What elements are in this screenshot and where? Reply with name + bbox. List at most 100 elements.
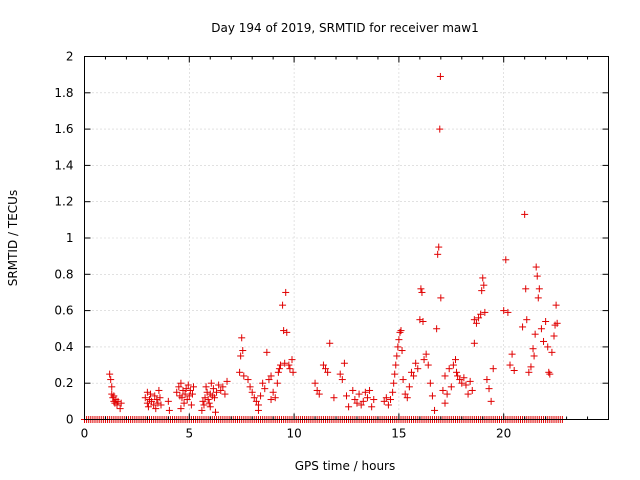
data-point [532,263,540,271]
data-point [437,294,445,302]
data-point [418,288,426,296]
data-point [267,396,275,404]
data-point [460,374,468,382]
data-point [246,383,254,391]
data-point [267,372,275,380]
data-point [485,385,493,393]
data-point [527,363,535,371]
data-point [148,397,156,405]
data-point [236,368,244,376]
data-point [510,366,518,374]
data-point [185,392,193,400]
data-point [489,365,497,373]
data-point [426,379,434,387]
grid-lines [84,56,609,420]
data-point [187,401,195,409]
data-point [109,394,117,402]
data-point [441,399,449,407]
data-point [330,394,338,402]
data-point [531,330,539,338]
data-point [152,405,160,413]
data-point [464,390,472,398]
data-point [451,356,459,364]
data-point [237,352,245,360]
data-point [470,316,478,324]
data-point [198,406,206,414]
data-point [351,396,359,404]
data-point [390,379,398,387]
data-point [212,408,219,416]
data-point [178,394,186,402]
data-point [117,399,125,407]
data-point [202,383,210,391]
data-point [405,383,413,391]
data-point [257,392,265,400]
data-point [180,399,188,407]
data-point [396,328,404,336]
data-point [355,390,363,398]
data-point [147,390,155,398]
data-point [143,388,151,396]
data-point [363,394,371,402]
data-point [359,397,367,405]
data-point [403,394,411,402]
data-point [361,388,369,396]
data-point [240,372,248,380]
data-point [206,403,214,411]
data-point [106,370,114,378]
data-point [286,365,294,373]
data-point [186,386,194,394]
data-point [205,399,213,407]
data-point [394,343,402,351]
data-point [397,327,405,335]
data-point [546,370,554,378]
data-point [479,274,487,282]
data-point [113,401,121,409]
data-point [506,361,514,369]
data-point [545,368,553,376]
data-point [259,379,267,387]
data-point [107,376,115,384]
data-point [209,385,217,393]
data-point [504,308,512,316]
data-point [422,350,430,358]
data-point [144,403,152,411]
y-tick-label: 0.2 [54,376,73,390]
data-point [203,388,211,396]
data-point [336,370,344,378]
data-point [155,386,163,394]
data-point [274,368,282,376]
data-point [487,397,495,405]
y-tick-label: 0 [66,413,74,427]
data-point [417,285,425,293]
data-point [213,388,221,396]
data-point [436,125,444,133]
data-point [393,352,401,360]
data-point [349,386,357,394]
data-point [156,394,164,402]
data-point [368,403,376,411]
x-tick-label: 5 [185,427,193,441]
data-point [435,243,443,251]
data-point [281,359,289,367]
data-point [188,390,196,398]
data-points [81,72,566,423]
data-point [217,386,225,394]
data-point [157,401,165,409]
data-point [269,388,277,396]
data-point [154,399,162,407]
data-point [428,392,436,400]
data-point [458,379,466,387]
data-point [276,361,284,369]
data-point [201,394,209,402]
data-point [416,316,424,324]
data-point [199,397,207,405]
data-point [114,397,122,405]
y-axis-label: SRMTID / TECUs [6,190,20,286]
data-point [370,396,378,404]
data-point [419,317,427,325]
data-point [535,285,543,293]
data-point [279,301,287,309]
data-point [389,388,397,396]
